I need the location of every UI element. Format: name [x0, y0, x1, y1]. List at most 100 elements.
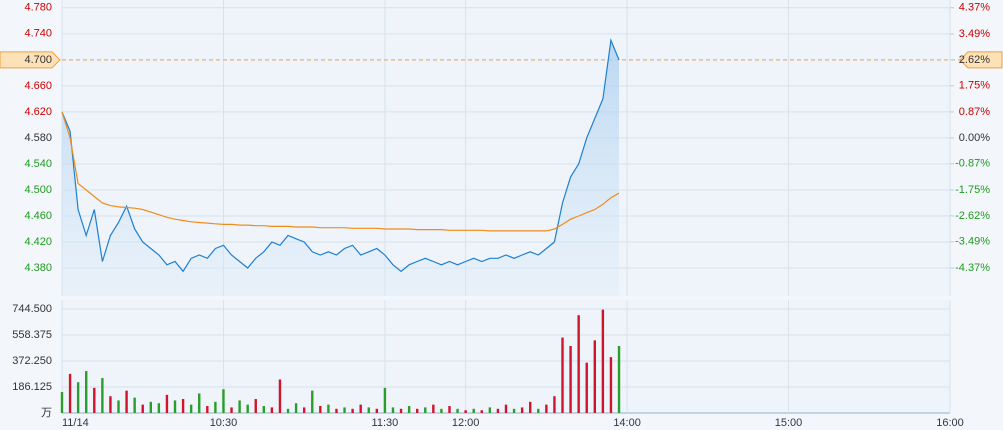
volume-bar: [424, 407, 427, 413]
y-tick-label: 4.620: [24, 106, 52, 118]
y2-tick-label: -2.62%: [955, 210, 990, 222]
volume-bar: [117, 400, 120, 413]
y2-tick-label: -1.75%: [955, 184, 990, 196]
price-line: [61, 38, 620, 273]
volume-bar: [407, 406, 411, 413]
x-tick-label: 11:30: [372, 417, 399, 429]
volume-bar: [561, 337, 564, 413]
y-tick-label: 万: [41, 407, 52, 419]
volume-bar: [109, 396, 112, 413]
y2-tick-label: -4.37%: [955, 262, 990, 274]
average-line: [61, 111, 620, 232]
volume-bar: [537, 408, 540, 413]
x-tick-label: 14:00: [613, 417, 641, 429]
volume-bar: [399, 408, 403, 413]
y2-tick-label: 0.00%: [959, 132, 990, 144]
volume-panel: [62, 300, 950, 413]
volume-bar: [391, 407, 395, 413]
volume-bar: [480, 410, 483, 413]
volume-bar: [214, 401, 217, 413]
volume-bar: [302, 407, 306, 413]
y-tick-label: 4.380: [24, 262, 52, 274]
volume-bar: [230, 407, 233, 413]
volume-bar: [617, 345, 621, 413]
volume-bar: [165, 394, 169, 413]
volume-bar: [496, 408, 500, 413]
volume-bar: [125, 390, 128, 413]
y-tick-label: 186.125: [12, 381, 52, 393]
volume-bar: [206, 406, 209, 413]
y-tick-label: 4.660: [24, 80, 52, 92]
volume-bar: [141, 404, 144, 413]
volume-bar: [278, 379, 282, 413]
x-tick-label: 15:00: [775, 417, 803, 429]
volume-bar: [351, 408, 354, 413]
y-tick-label: 372.250: [12, 355, 52, 367]
volume-bar: [432, 404, 435, 413]
volume-bar: [93, 387, 96, 413]
volume-bar: [68, 373, 72, 413]
volume-bar: [448, 406, 451, 413]
x-tick-label: 10:30: [210, 417, 238, 429]
volume-bar: [76, 382, 80, 413]
volume-bar: [254, 399, 257, 413]
y2-tick-label: -0.87%: [955, 158, 990, 170]
y-tick-label: 4.460: [24, 210, 52, 222]
volume-bar: [222, 389, 225, 413]
volume-bar: [593, 340, 596, 413]
volume-bar: [609, 357, 613, 413]
volume-bar: [577, 315, 580, 413]
volume-bar: [416, 408, 419, 413]
volume-bar: [601, 309, 605, 413]
volume-bar: [472, 408, 475, 413]
volume-bar: [157, 403, 161, 413]
y-tick-label: 4.740: [24, 28, 52, 40]
y2-tick-label: 0.87%: [959, 106, 990, 118]
volume-bar: [311, 390, 314, 413]
x-tick-label: 12:00: [452, 417, 480, 429]
volume-bar: [529, 401, 532, 413]
volume-bar: [101, 378, 104, 413]
volume-bar: [383, 387, 387, 413]
volume-bar: [464, 410, 467, 413]
volume-bar: [512, 408, 516, 413]
y2-tick-label: 3.49%: [959, 28, 990, 40]
price-panel: [62, 0, 950, 296]
volume-bar: [359, 404, 362, 413]
volume-bar: [335, 408, 338, 413]
volume-bar: [286, 408, 290, 413]
y2-tick-label: -3.49%: [955, 236, 990, 248]
volume-bar: [85, 371, 88, 413]
volume-bar: [262, 406, 266, 413]
grid: [61, 0, 951, 413]
y2-tick-label: 1.75%: [959, 80, 990, 92]
volume-bar: [173, 400, 177, 413]
volume-bar: [553, 396, 556, 413]
y-tick-label: 4.540: [24, 158, 52, 170]
volume-bar: [270, 407, 274, 413]
x-tick-label: 11/14: [62, 417, 89, 429]
y-tick-label: 4.580: [24, 132, 52, 144]
volume-bar: [327, 404, 330, 413]
volume-bar: [488, 407, 492, 413]
y-tick-label: 4.780: [24, 2, 52, 14]
y-tick-label: 744.500: [12, 303, 52, 315]
volume-bar: [181, 399, 185, 413]
y-tick-label: 4.420: [24, 236, 52, 248]
volume-bar: [569, 345, 572, 413]
volume-bar: [520, 407, 524, 413]
percent-tag: [959, 51, 1003, 69]
volume-bar: [238, 400, 241, 413]
volume-bar: [367, 407, 370, 413]
volume-bar: [375, 408, 379, 413]
y-tick-label: 4.700: [24, 54, 52, 66]
volume-bar: [133, 397, 136, 413]
volume-bar: [456, 408, 459, 413]
volume-bar: [585, 362, 588, 413]
price-area: [62, 40, 619, 296]
y2-tick-label: 4.37%: [959, 2, 990, 14]
volume-bar: [149, 401, 152, 413]
volume-bar: [440, 408, 443, 413]
volume-bar: [60, 392, 64, 413]
